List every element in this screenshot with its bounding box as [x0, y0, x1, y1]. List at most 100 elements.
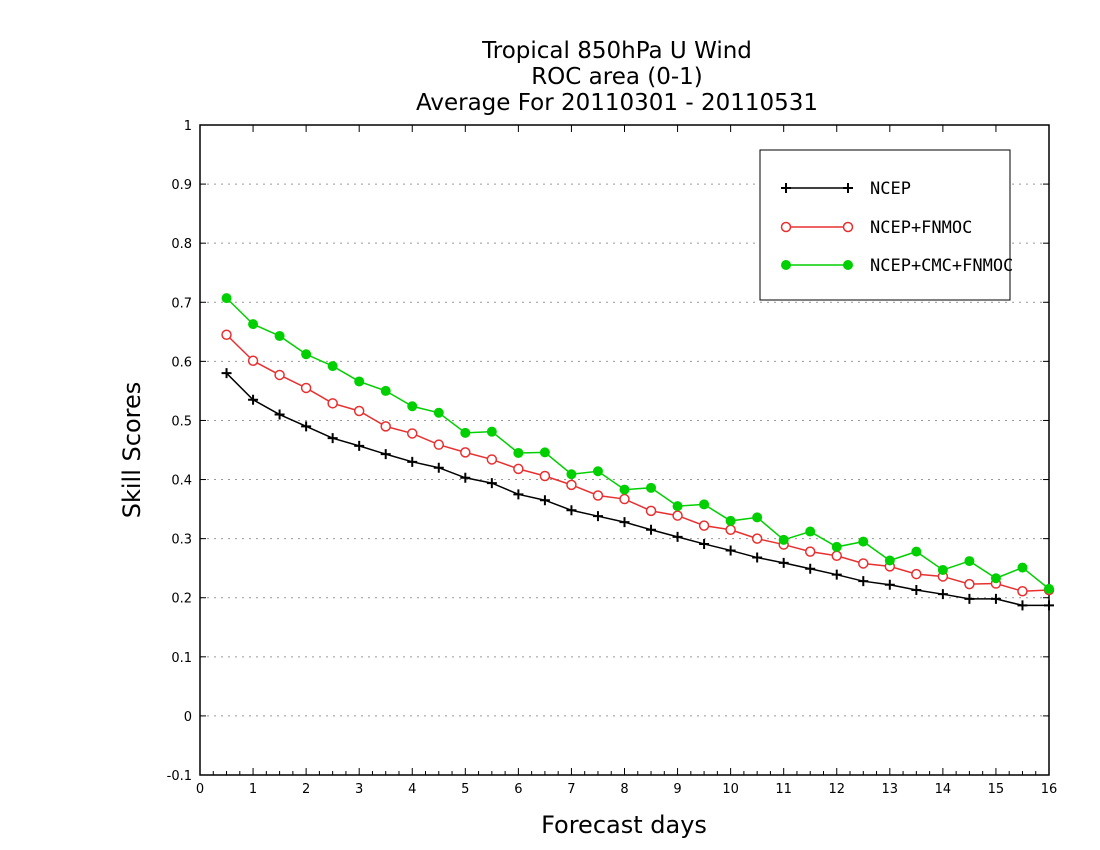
data-point — [407, 456, 418, 467]
data-point — [805, 563, 816, 574]
data-point — [380, 385, 391, 396]
x-tick-label: 12 — [828, 782, 845, 797]
data-point — [1017, 585, 1028, 597]
x-tick-label: 13 — [882, 782, 899, 797]
legend-item: NCEP — [781, 179, 911, 199]
data-point — [778, 557, 789, 568]
chart-title: Tropical 850hPa U Wind ROC area (0-1) Av… — [416, 38, 818, 116]
x-tick-label: 15 — [988, 782, 1005, 797]
data-point — [990, 573, 1001, 584]
title-line-3: Average For 20110301 - 20110531 — [416, 90, 818, 116]
y-tick-label: 0.8 — [171, 237, 192, 252]
data-point — [725, 515, 736, 526]
data-point — [460, 427, 471, 438]
data-point — [911, 568, 922, 580]
x-tick-label: 8 — [620, 782, 628, 797]
grid — [200, 183, 1049, 717]
series-ncep-cmc-fnmoc — [221, 293, 1054, 594]
data-point — [725, 545, 736, 556]
x-tick-label: 14 — [935, 782, 952, 797]
data-point — [672, 531, 683, 542]
data-point — [460, 447, 471, 458]
data-point — [566, 505, 577, 516]
data-point — [513, 447, 524, 458]
x-tick-label: 6 — [514, 782, 522, 797]
data-point — [1017, 562, 1028, 573]
data-point — [539, 495, 550, 506]
data-point — [566, 479, 577, 491]
y-tick-label: 0.5 — [171, 414, 192, 429]
data-point — [964, 593, 975, 604]
data-point — [1044, 600, 1054, 611]
data-point — [646, 524, 657, 535]
data-point — [301, 349, 312, 360]
data-point — [221, 368, 232, 379]
x-tick-label: 1 — [249, 782, 257, 797]
data-point — [725, 524, 736, 536]
x-tick-label: 11 — [775, 782, 792, 797]
data-point — [460, 472, 471, 483]
data-point — [1017, 600, 1028, 611]
data-point — [539, 470, 551, 482]
data-point — [699, 499, 710, 510]
data-point — [805, 526, 816, 537]
y-tick-label: 0.4 — [171, 474, 192, 489]
data-point — [911, 585, 922, 596]
data-point — [380, 449, 391, 460]
data-point — [592, 490, 604, 501]
data-point — [274, 409, 285, 420]
series-ncep-fnmoc — [221, 329, 1055, 597]
data-point — [619, 493, 630, 505]
legend-label: NCEP+FNMOC — [870, 218, 972, 238]
x-tick-label: 16 — [1041, 782, 1058, 797]
y-tick-label: 0.2 — [171, 592, 192, 607]
y-tick-label: 0.3 — [171, 533, 192, 548]
x-tick-label: 10 — [722, 782, 739, 797]
legend-label: NCEP+CMC+FNMOC — [870, 256, 1013, 276]
legend-marker — [781, 260, 791, 270]
data-point — [380, 421, 391, 432]
data-point — [247, 355, 259, 367]
x-axis-label: Forecast days — [541, 811, 707, 839]
data-point — [301, 421, 312, 432]
data-point — [433, 407, 444, 418]
x-axis: 0 1 2 3 4 5 6 7 8 9 10 11 12 13 14 15 16 — [196, 125, 1057, 797]
x-tick-label: 3 — [355, 782, 363, 797]
data-point — [884, 555, 895, 566]
data-point — [1044, 583, 1054, 594]
legend-marker — [842, 221, 854, 233]
data-point — [274, 369, 285, 381]
data-point — [300, 382, 312, 394]
data-point — [354, 440, 365, 451]
y-tick-label: 0.1 — [171, 651, 192, 666]
data-point — [752, 512, 763, 523]
data-point — [646, 482, 657, 493]
y-tick-label: 1 — [184, 119, 192, 134]
data-point — [248, 319, 259, 330]
data-point — [592, 511, 603, 522]
data-point — [831, 550, 842, 562]
data-point — [672, 510, 683, 521]
data-point — [566, 469, 577, 480]
x-tick-label: 0 — [196, 782, 204, 797]
data-point — [327, 398, 338, 409]
data-point — [221, 293, 232, 304]
data-point — [884, 579, 895, 590]
y-tick-label: 0 — [184, 710, 192, 725]
data-point — [407, 401, 418, 412]
legend-marker — [780, 221, 792, 233]
data-point — [698, 520, 710, 531]
x-tick-label: 2 — [302, 782, 310, 797]
data-point — [619, 484, 630, 495]
data-point — [619, 517, 630, 528]
data-point — [407, 428, 418, 439]
legend-item: NCEP+CMC+FNMOC — [781, 256, 1013, 276]
data-point — [592, 466, 603, 477]
legend-label: NCEP — [870, 179, 911, 199]
data-point — [354, 376, 365, 387]
data-point — [353, 405, 365, 417]
data-point — [672, 501, 683, 512]
legend-item: NCEP+FNMOC — [780, 218, 972, 238]
data-point — [831, 569, 842, 580]
data-point — [327, 361, 338, 372]
